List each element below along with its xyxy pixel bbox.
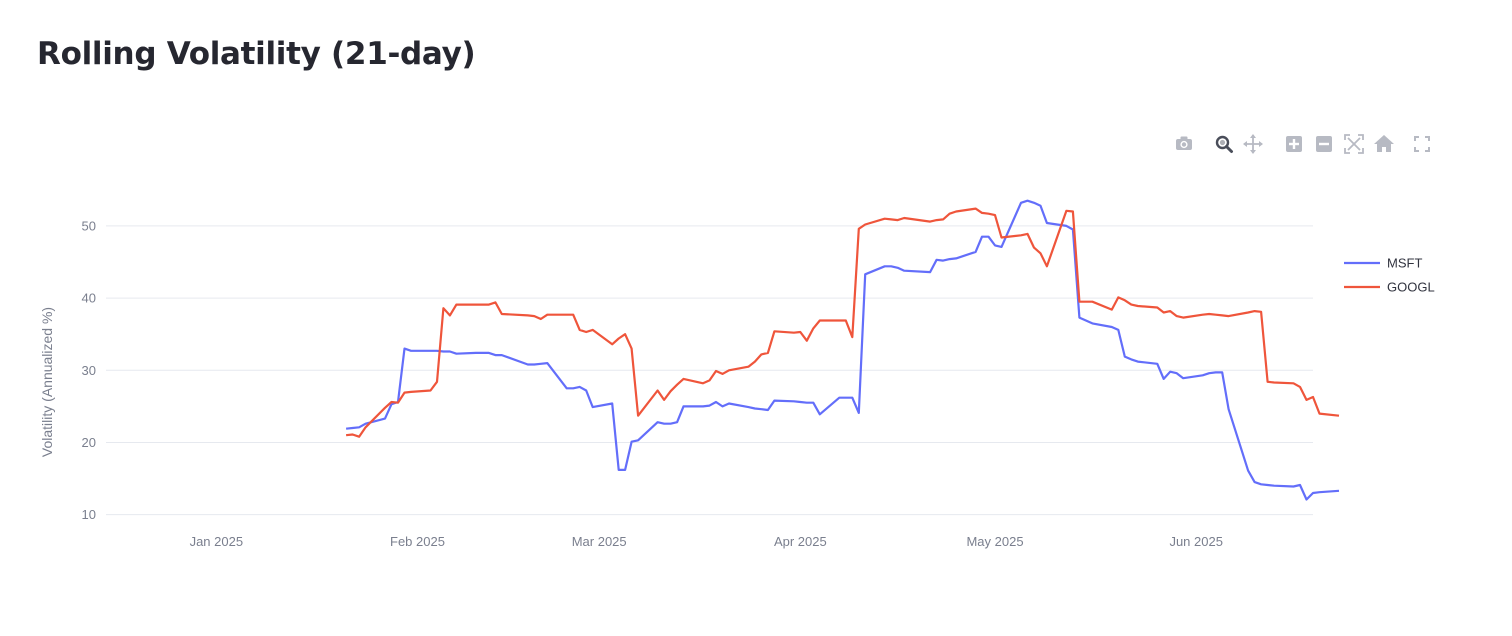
y-tick-labels: 10 20 30 40 50 [82,218,96,522]
y-tick-label: 40 [82,291,96,306]
reset-axes-icon[interactable] [1370,130,1398,158]
series-line-googl[interactable] [345,207,1340,438]
pan-icon[interactable] [1239,130,1267,158]
y-tick-label: 50 [82,218,96,233]
x-tick-labels: Jan 2025 Feb 2025 Mar 2025 Apr 2025 May 2025… [190,534,1223,549]
x-tick-label: Apr 2025 [774,534,827,549]
series-layer [345,199,1340,501]
x-tick-label: May 2025 [966,534,1023,549]
series-line-msft[interactable] [345,199,1340,501]
y-tick-label: 10 [82,507,96,522]
camera-icon[interactable] [1170,130,1198,158]
y-tick-label: 20 [82,435,96,450]
x-tick-label: Jan 2025 [190,534,244,549]
autoscale-icon[interactable] [1340,130,1368,158]
x-tick-label: Feb 2025 [390,534,445,549]
grid-layer [106,225,1313,516]
legend[interactable]: MSFT GOOGL [1344,256,1435,295]
zoom-in-icon[interactable] [1280,130,1308,158]
zoom-out-icon[interactable] [1310,130,1338,158]
legend-item-msft[interactable]: MSFT [1344,256,1422,271]
y-axis-title: Volatility (Annualized %) [39,307,55,457]
legend-label: MSFT [1387,256,1422,271]
zoom-icon[interactable] [1210,130,1238,158]
modebar [1168,130,1438,158]
y-tick-label: 30 [82,363,96,378]
x-tick-label: Jun 2025 [1169,534,1223,549]
legend-label: GOOGL [1387,280,1435,295]
page-title: Rolling Volatility (21-day) [37,36,476,72]
legend-item-googl[interactable]: GOOGL [1344,280,1435,295]
fullscreen-icon[interactable] [1408,130,1436,158]
x-tick-label: Mar 2025 [572,534,627,549]
